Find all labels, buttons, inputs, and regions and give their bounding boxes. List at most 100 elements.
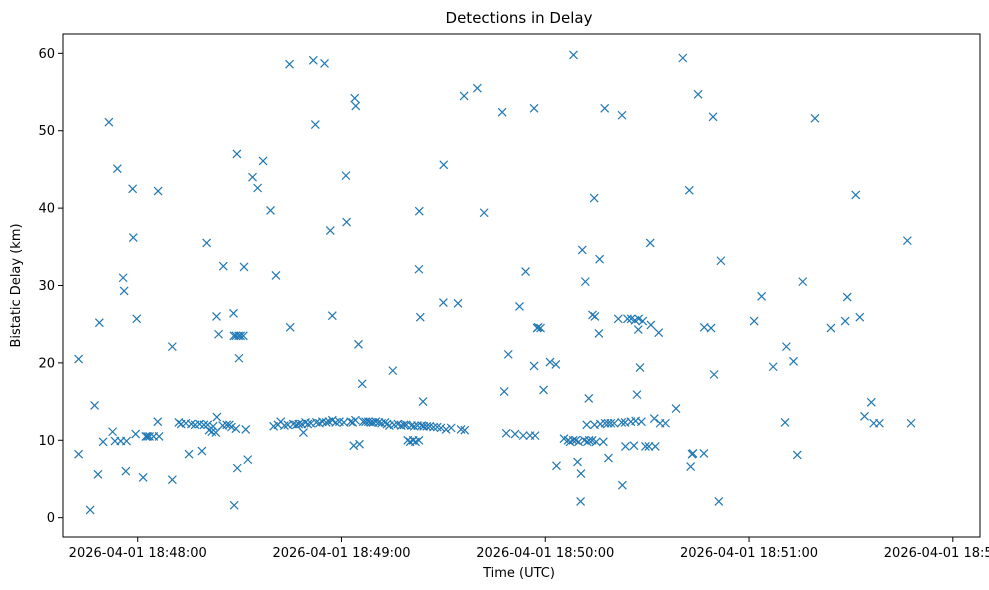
data-point [617, 110, 627, 120]
y-tick-label: 20 [38, 356, 55, 371]
data-point [90, 401, 100, 410]
data-point [118, 273, 128, 283]
data-point [574, 437, 583, 447]
data-point [414, 435, 424, 445]
data-point [351, 101, 361, 111]
data-point [197, 446, 207, 456]
data-point [613, 314, 623, 324]
data-point [621, 442, 630, 451]
data-point [354, 339, 363, 349]
data-point [671, 404, 681, 413]
data-point [688, 449, 698, 458]
data-point [98, 437, 108, 447]
data-point [768, 362, 778, 372]
data-point [591, 437, 601, 447]
y-tick-label: 30 [38, 279, 55, 294]
data-point [709, 370, 719, 379]
data-point [699, 449, 709, 458]
data-point [429, 422, 438, 432]
data-point [706, 323, 716, 333]
data-point [266, 206, 275, 215]
data-point [499, 387, 509, 396]
data-point [584, 435, 594, 445]
data-point [346, 417, 356, 427]
data-point [341, 171, 351, 181]
data-point [633, 325, 643, 335]
y-tick-label: 0 [47, 511, 55, 526]
data-point [860, 411, 869, 421]
data-point [167, 475, 177, 485]
x-axis: 2026-04-01 18:48:00 2026-04-01 18:49:00 20… [69, 537, 989, 561]
data-point [371, 417, 381, 427]
data-point [271, 271, 281, 280]
data-point [635, 363, 645, 372]
data-point [568, 435, 578, 445]
x-tick-label: 2026-04-01 18:51:00 [680, 546, 818, 561]
data-point [94, 318, 104, 328]
x-tick-label: 2026-04-01 18:48:00 [69, 546, 207, 561]
data-point [460, 425, 470, 435]
data-point [239, 262, 249, 272]
data-point [851, 190, 861, 200]
data-point [414, 206, 424, 216]
data-point [529, 103, 539, 113]
data-point [308, 55, 318, 65]
data-point [285, 59, 294, 69]
data-point [644, 442, 654, 451]
data-point [214, 329, 223, 339]
data-point [545, 357, 555, 367]
data-point [536, 323, 545, 333]
data-point [122, 436, 131, 446]
data-point [501, 428, 511, 438]
data-point [231, 424, 241, 434]
data-points [74, 50, 916, 515]
data-point [686, 462, 696, 472]
data-point [609, 418, 619, 428]
data-point [112, 164, 122, 174]
data-point [232, 149, 242, 159]
data-point [780, 418, 790, 427]
data-point [617, 480, 627, 490]
data-point [840, 316, 850, 326]
data-point [604, 453, 613, 463]
data-point [93, 469, 103, 479]
data-point [415, 312, 425, 322]
data-point [439, 160, 449, 170]
data-point [595, 254, 605, 264]
plot-area [63, 34, 980, 537]
data-point [636, 417, 646, 427]
data-point [234, 353, 244, 363]
data-point [641, 442, 650, 451]
data-point [634, 314, 644, 324]
data-point [154, 431, 164, 441]
data-point [218, 261, 228, 271]
data-point [606, 418, 616, 428]
data-point [248, 172, 257, 182]
data-point [617, 418, 627, 427]
data-point [598, 437, 608, 447]
data-point [590, 312, 600, 321]
chart-title: Detections in Delay [446, 9, 593, 27]
data-point [436, 423, 446, 433]
data-point [749, 316, 759, 326]
data-point [327, 311, 337, 321]
data-point [253, 183, 263, 193]
data-point [104, 117, 114, 127]
data-point [792, 450, 802, 460]
data-point [875, 418, 884, 428]
data-point [357, 379, 367, 389]
data-point [350, 93, 360, 103]
data-point [866, 397, 876, 407]
data-point [108, 427, 118, 437]
data-point [503, 349, 513, 359]
data-point [243, 455, 253, 465]
data-point [650, 442, 660, 451]
data-point [74, 354, 84, 364]
data-point [582, 420, 592, 430]
data-point [580, 277, 590, 287]
data-point [441, 425, 451, 434]
plot-frame [62, 33, 981, 538]
data-point [552, 461, 561, 471]
data-point [510, 429, 520, 439]
